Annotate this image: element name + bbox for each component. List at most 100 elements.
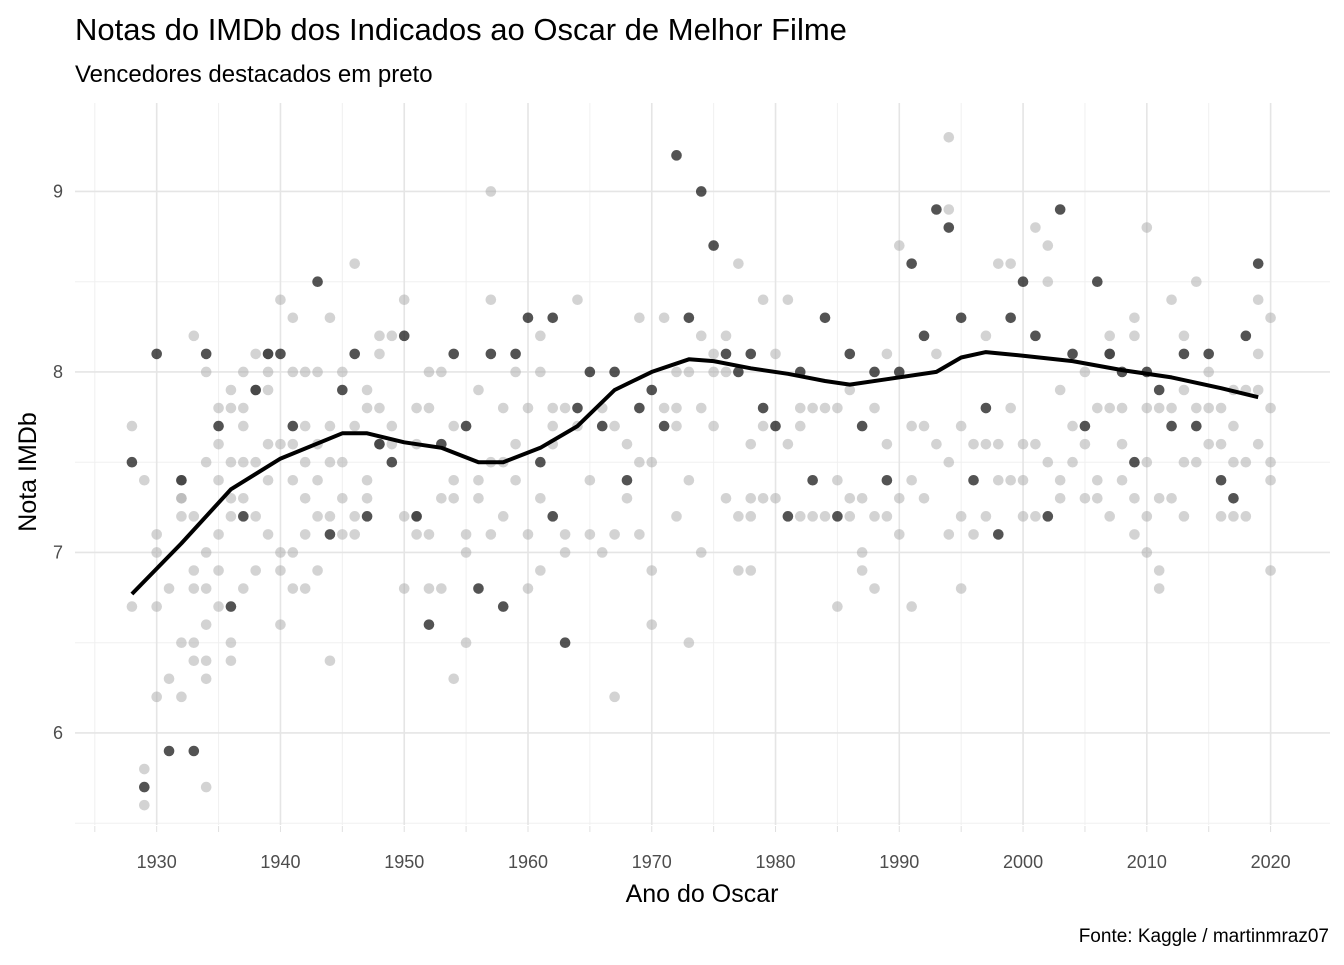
chart-title: Notas do IMDb dos Indicados ao Oscar de …: [75, 12, 847, 47]
point: [1079, 438, 1091, 450]
point: [695, 330, 707, 342]
point: [238, 583, 249, 594]
point: [1067, 348, 1078, 360]
point: [200, 583, 212, 594]
point: [126, 601, 138, 612]
point: [1042, 276, 1054, 287]
y-tick-label: 6: [53, 723, 63, 743]
point: [535, 330, 546, 342]
point: [349, 529, 361, 540]
point: [720, 492, 732, 504]
grid: 6 7 8 9 1930 1940 1950 1960 1970 1980 1990 2000 2010…: [53, 103, 1330, 872]
point: [460, 637, 472, 648]
point: [337, 529, 348, 540]
point: [794, 511, 806, 522]
point: [547, 511, 559, 522]
point: [213, 565, 224, 576]
point: [609, 529, 620, 540]
point: [1079, 366, 1091, 378]
x-tick-label: 1940: [260, 852, 300, 872]
point: [1005, 312, 1016, 324]
point: [473, 492, 484, 504]
point: [881, 348, 893, 360]
point: [918, 330, 930, 342]
point: [1153, 384, 1165, 396]
point: [1228, 492, 1239, 504]
point: [1265, 565, 1276, 576]
point: [683, 312, 695, 324]
point: [497, 511, 509, 522]
point: [398, 294, 410, 306]
point: [1054, 384, 1066, 396]
point: [782, 511, 794, 522]
point: [213, 529, 224, 540]
point: [374, 330, 385, 342]
point: [559, 402, 571, 414]
point: [361, 492, 373, 504]
y-tick-label: 8: [53, 362, 63, 382]
point: [955, 312, 967, 324]
point: [720, 330, 732, 342]
point: [807, 511, 818, 522]
point: [658, 312, 670, 324]
point: [238, 366, 249, 378]
point: [646, 456, 658, 468]
point: [634, 402, 645, 414]
point: [374, 402, 385, 414]
point: [745, 438, 757, 450]
point: [906, 474, 917, 486]
point: [522, 529, 534, 540]
point: [1104, 511, 1115, 522]
point: [1017, 276, 1029, 287]
point: [683, 366, 695, 378]
point: [436, 492, 447, 504]
point: [559, 637, 571, 648]
point: [1054, 204, 1066, 215]
point: [757, 294, 769, 306]
point: [188, 583, 200, 594]
point: [1030, 222, 1041, 233]
y-tick-label: 7: [53, 542, 63, 562]
point: [275, 547, 286, 558]
point: [213, 420, 224, 432]
point: [275, 565, 286, 576]
point: [634, 456, 645, 468]
point: [287, 366, 299, 378]
point: [906, 420, 917, 432]
point: [943, 222, 955, 233]
point: [1153, 492, 1165, 504]
point: [312, 565, 323, 576]
point: [708, 366, 719, 378]
point: [1104, 402, 1115, 414]
point: [1116, 438, 1128, 450]
point: [869, 583, 880, 594]
y-tick-label: 9: [53, 181, 63, 201]
point: [324, 655, 336, 667]
point: [621, 438, 633, 450]
point: [1252, 438, 1264, 450]
point: [386, 420, 398, 432]
point: [398, 330, 410, 342]
point: [671, 150, 682, 161]
point: [1228, 511, 1239, 522]
x-tick-label: 1990: [879, 852, 919, 872]
point: [287, 583, 299, 594]
point: [794, 420, 806, 432]
x-tick-label: 1950: [384, 852, 424, 872]
point: [832, 601, 843, 612]
point: [1017, 438, 1029, 450]
point: [1005, 402, 1016, 414]
point: [745, 348, 757, 360]
point: [658, 402, 670, 414]
point: [819, 402, 831, 414]
trend-line: [130, 350, 1259, 596]
point: [423, 402, 435, 414]
point: [522, 583, 534, 594]
point: [943, 204, 955, 215]
point: [943, 529, 955, 540]
point: [324, 456, 336, 468]
point: [448, 474, 460, 486]
point: [497, 601, 509, 612]
point: [634, 529, 645, 540]
point: [423, 619, 435, 630]
